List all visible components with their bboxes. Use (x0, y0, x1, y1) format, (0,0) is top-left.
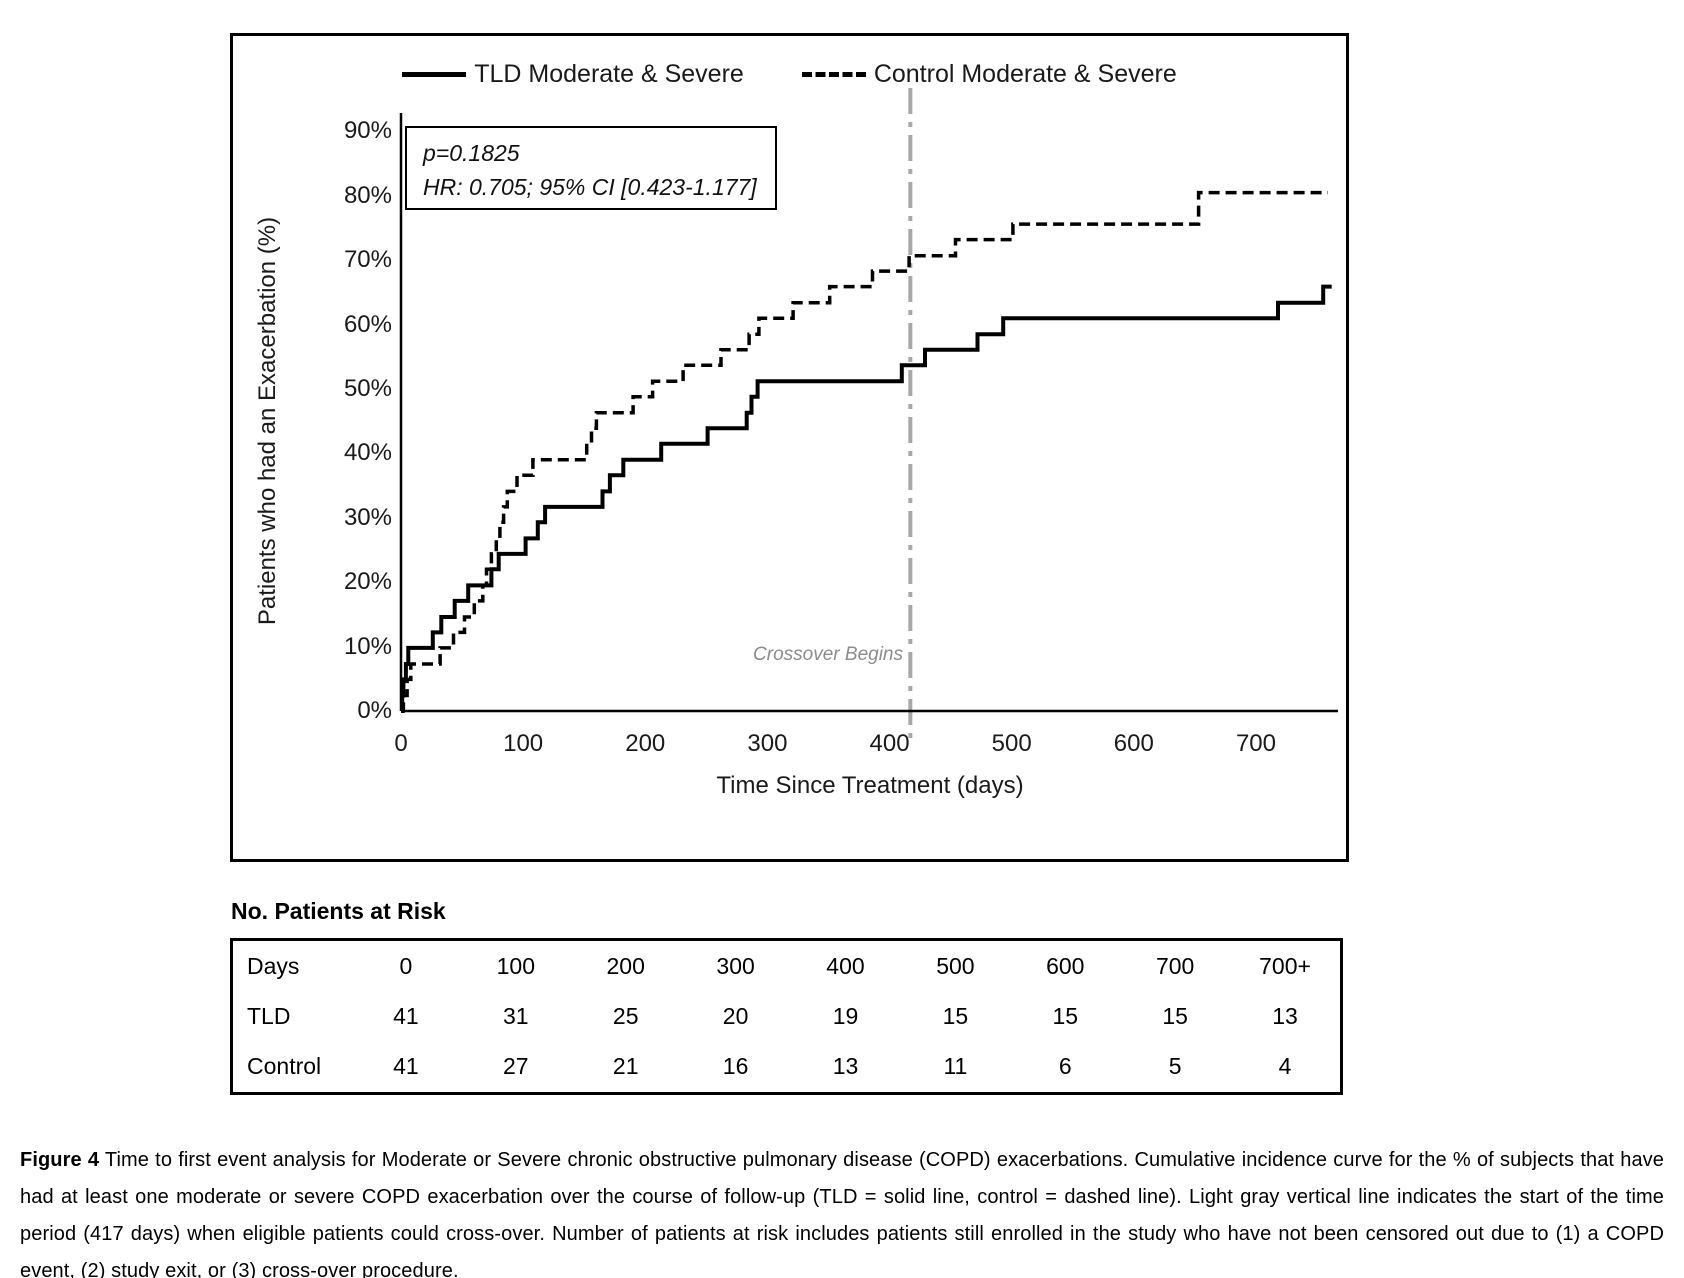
risk-row-label-control: Control (247, 1053, 322, 1080)
legend-item-control: Control Moderate & Severe (801, 60, 1177, 89)
x-tick-600: 600 (1113, 730, 1154, 757)
risk-cell-tld-3: 20 (722, 1002, 749, 1029)
risk-cell-control-5: 11 (943, 1053, 968, 1080)
y-tick-70: 70% (343, 246, 392, 274)
risk-cell-days-8: 700+ (1259, 952, 1311, 979)
risk-table-heading: No. Patients at Risk (231, 898, 446, 924)
crossover-begins-label: Crossover Begins (753, 644, 903, 665)
y-tick-80: 80% (343, 181, 392, 209)
figure-caption-text: Time to first event analysis for Moderat… (20, 1149, 1665, 1278)
y-tick-30: 30% (343, 503, 392, 531)
risk-cell-days-5: 500 (936, 952, 975, 979)
figure-caption-label: Figure 4 (20, 1149, 100, 1171)
y-tick-10: 10% (343, 632, 392, 660)
legend-label-control: Control Moderate & Severe (873, 60, 1177, 88)
stats-annotation-box: p=0.1825 HR: 0.705; 95% CI [0.423-1.177] (405, 126, 777, 210)
x-axis-title: Time Since Treatment (days) (716, 772, 1024, 799)
y-tick-50: 50% (343, 375, 392, 402)
risk-cell-control-2: 21 (612, 1053, 639, 1080)
x-tick-700: 700 (1235, 730, 1276, 757)
risk-cell-days-2: 200 (606, 952, 645, 979)
dashed-line-swatch-icon (801, 72, 866, 77)
legend-item-tld: TLD Moderate & Severe (402, 60, 744, 89)
x-tick-500: 500 (991, 730, 1032, 757)
risk-cell-tld-0: 41 (393, 1002, 419, 1029)
hazard-ratio-text: HR: 0.705; 95% CI [0.423-1.177] (423, 174, 757, 200)
y-tick-40: 40% (343, 439, 392, 467)
x-tick-100: 100 (503, 730, 544, 757)
x-tick-400: 400 (869, 730, 910, 757)
tld-curve (400, 284, 1332, 713)
risk-cell-days-7: 700 (1155, 952, 1195, 979)
risk-cell-tld-4: 19 (832, 1002, 859, 1029)
risk-cell-control-6: 6 (1058, 1053, 1072, 1080)
y-tick-20: 20% (343, 568, 392, 596)
risk-cell-days-4: 400 (826, 952, 865, 979)
risk-cell-control-8: 4 (1278, 1053, 1292, 1080)
x-tick-0: 0 (394, 730, 408, 757)
x-tick-300: 300 (747, 730, 788, 757)
risk-cell-tld-5: 15 (942, 1002, 969, 1029)
y-tick-0: 0% (357, 697, 392, 724)
risk-cell-tld-1: 31 (503, 1002, 529, 1029)
risk-cell-tld-2: 25 (612, 1002, 639, 1029)
risk-cell-days-3: 300 (716, 952, 755, 979)
y-tick-90: 90% (343, 117, 392, 145)
risk-row-label-tld: TLD (247, 1002, 291, 1029)
risk-cell-control-3: 16 (722, 1053, 749, 1080)
risk-cell-days-0: 0 (399, 952, 413, 979)
risk-cell-control-7: 5 (1168, 1053, 1182, 1080)
risk-cell-control-4: 13 (832, 1053, 859, 1080)
risk-cell-control-1: 27 (503, 1053, 529, 1080)
risk-cell-days-1: 100 (496, 952, 535, 979)
p-value-text: p=0.1825 (423, 140, 520, 166)
chart-frame: TLD Moderate & Severe Control Moderate &… (230, 33, 1349, 862)
risk-cell-tld-6: 15 (1052, 1002, 1079, 1029)
control-curve (401, 190, 1328, 713)
figure-caption: Figure 4 Time to first event analysis fo… (20, 1142, 1664, 1278)
risk-cell-control-0: 41 (393, 1053, 419, 1080)
chart-legend: TLD Moderate & Severe Control Moderate &… (233, 60, 1346, 89)
legend-label-tld: TLD Moderate & Severe (474, 60, 744, 88)
risk-row-label-days: Days (247, 952, 300, 979)
risk-cell-days-6: 600 (1046, 952, 1085, 979)
risk-cell-tld-7: 15 (1162, 1002, 1188, 1029)
patients-at-risk-table: Days 0 100 200 300 400 500 600 700 700+ TLD 41 31 25 2… (230, 938, 1343, 1095)
y-tick-60: 60% (343, 310, 392, 338)
risk-cell-tld-8: 13 (1272, 1002, 1298, 1029)
x-tick-200: 200 (625, 730, 666, 757)
solid-line-swatch-icon (402, 72, 467, 77)
